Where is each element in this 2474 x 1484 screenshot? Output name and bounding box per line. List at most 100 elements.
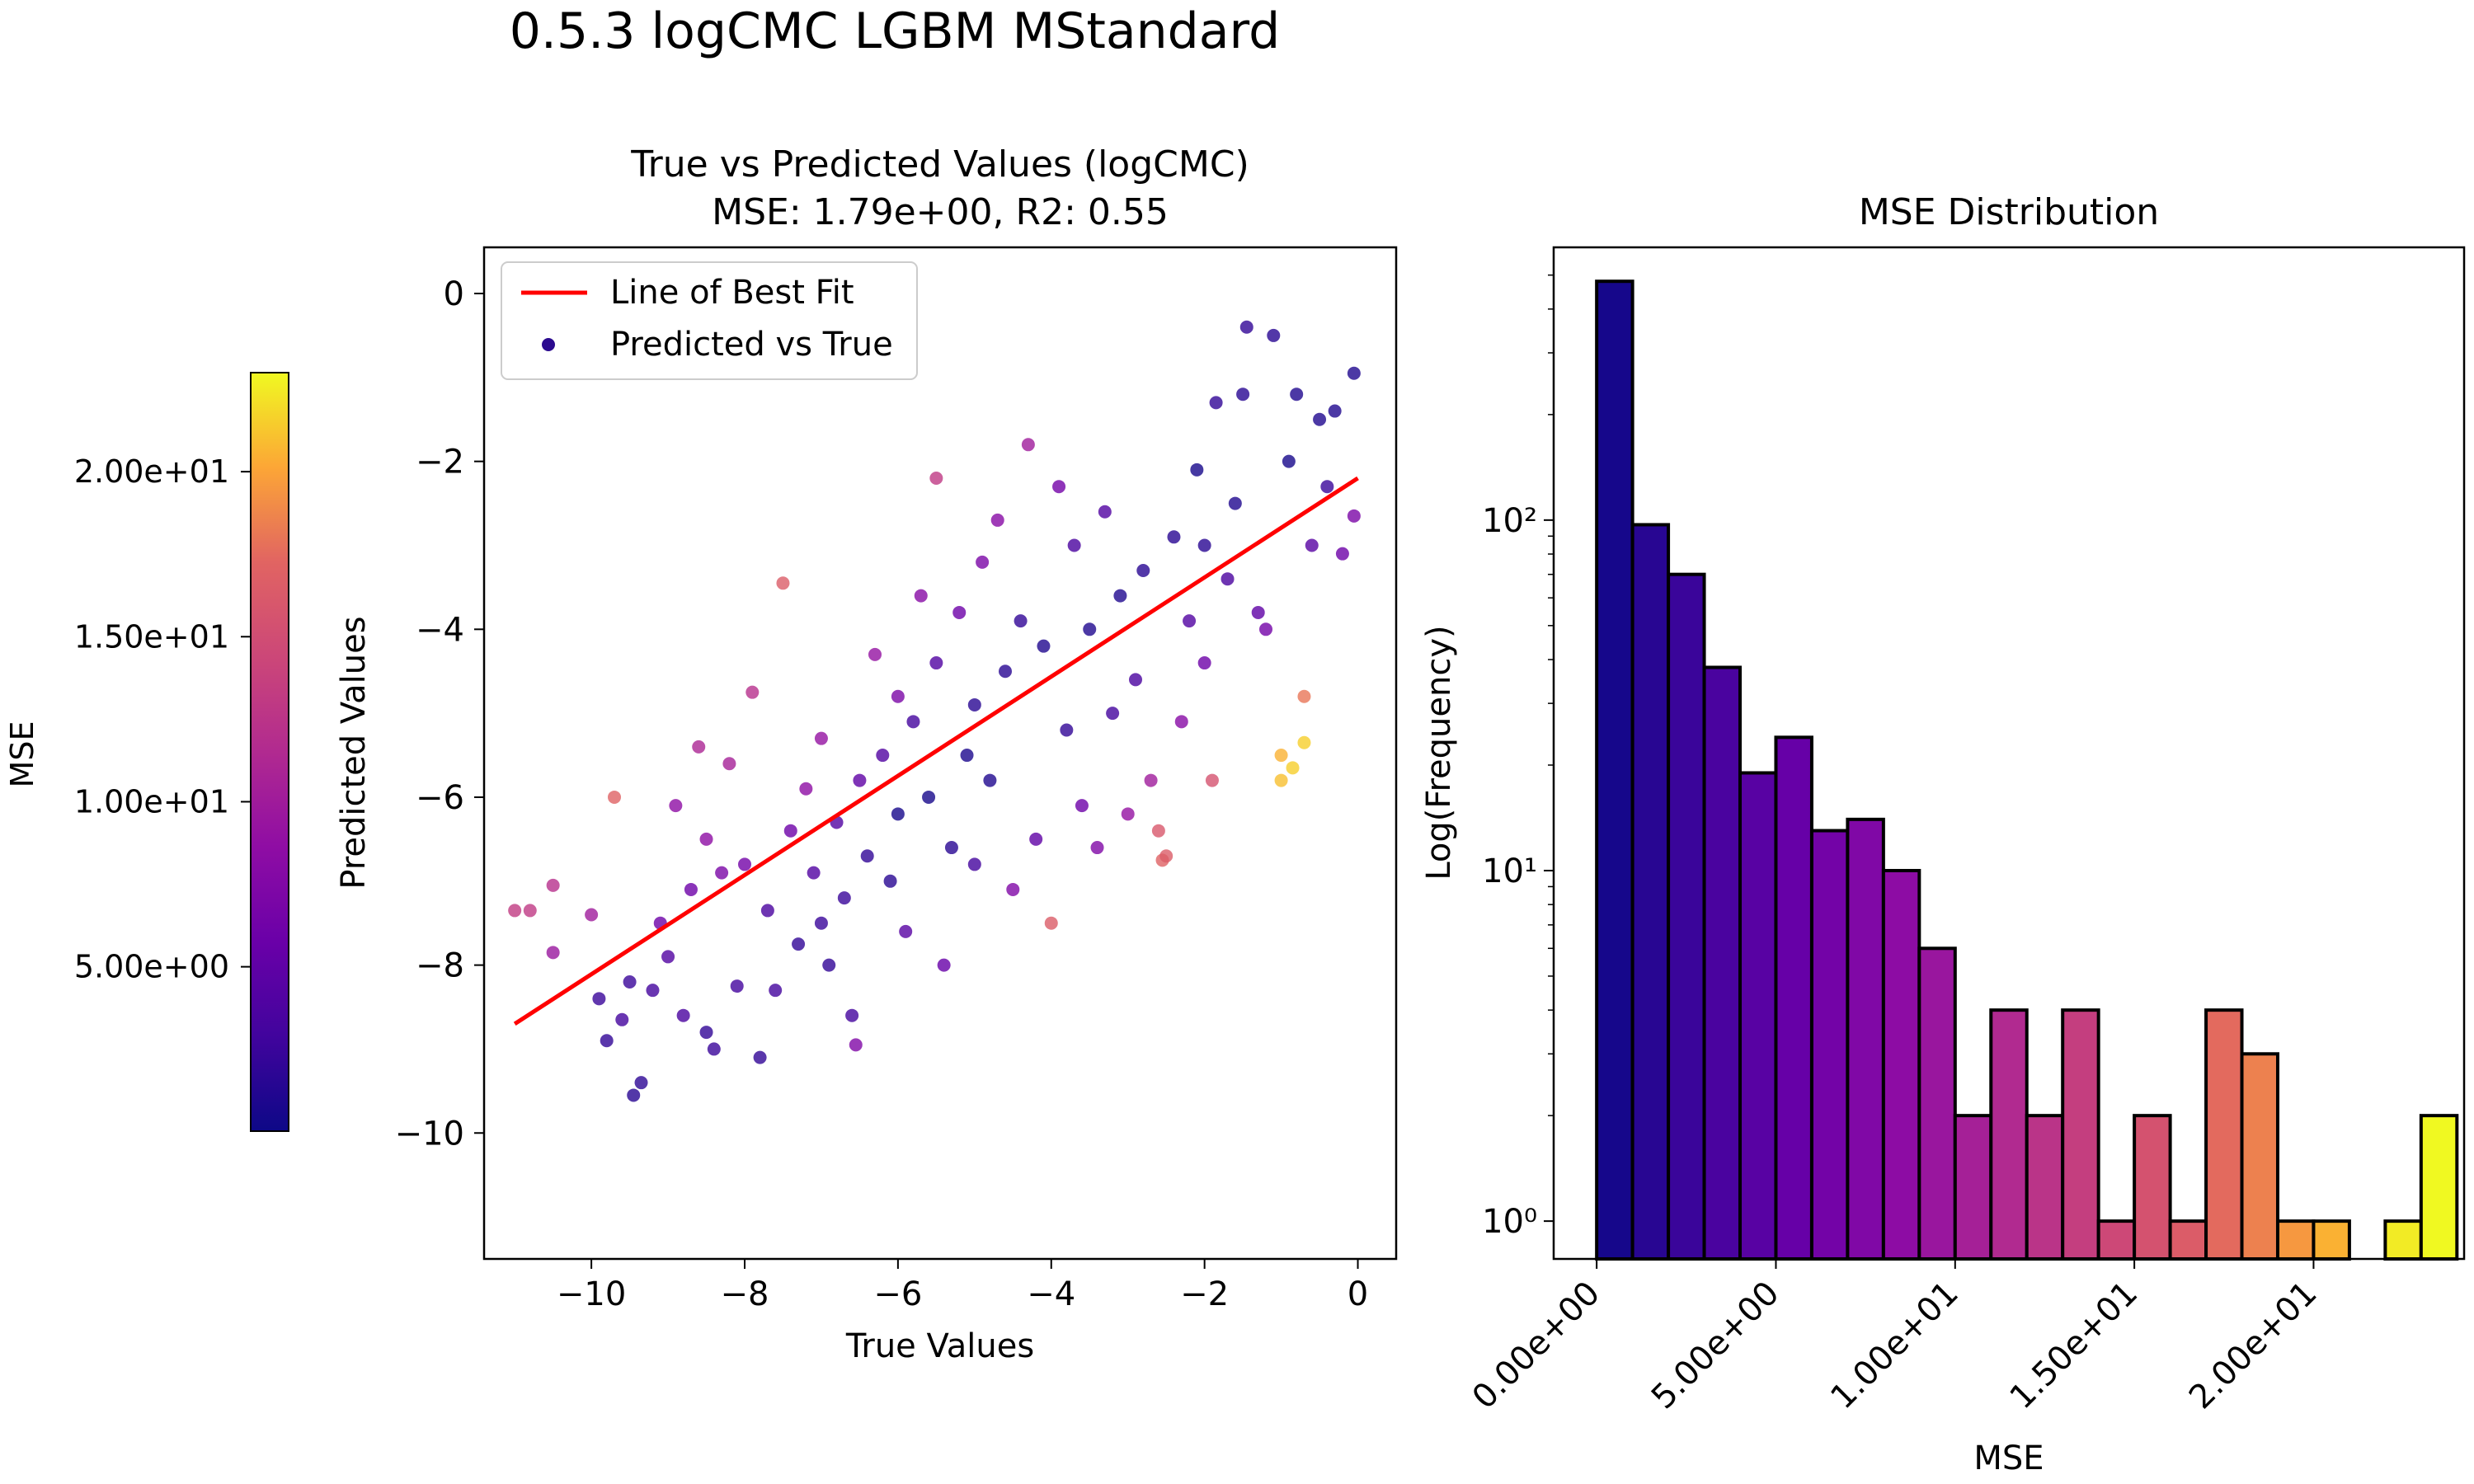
colorbar-label: MSE	[4, 721, 40, 788]
scatter-point	[1274, 773, 1288, 787]
legend-entry-fit: Line of Best Fit	[610, 274, 854, 312]
scatter-point	[1286, 761, 1300, 775]
scatter-point	[937, 958, 951, 972]
scatter-point	[546, 946, 560, 960]
scatter-point	[1136, 564, 1150, 578]
scatter-point	[1006, 882, 1020, 896]
histogram-bar	[2133, 1114, 2172, 1261]
scatter-point	[876, 749, 890, 763]
scatter-point	[891, 689, 905, 703]
scatter-point	[1183, 614, 1197, 628]
y-tick-label: −10	[395, 1115, 464, 1153]
histogram-bar	[2025, 1114, 2065, 1261]
scatter-point	[922, 790, 936, 804]
scatter-point	[546, 878, 560, 892]
scatter-point	[1274, 749, 1288, 763]
scatter-point	[684, 882, 698, 896]
scatter-point	[1060, 723, 1074, 737]
scatter-point	[1205, 773, 1219, 787]
colorbar-tick-label: 2.00e+01	[74, 453, 229, 490]
scatter-point	[1320, 480, 1334, 494]
scatter-point	[792, 937, 806, 951]
histogram-bars	[1595, 279, 2459, 1261]
histogram-bar	[2419, 1114, 2459, 1261]
scatter-point	[1014, 614, 1028, 628]
scatter-title-line1: True vs Predicted Values (logCMC)	[630, 143, 1249, 186]
scatter-point	[1190, 463, 1204, 477]
histogram-y-label: Log(Frequency)	[1420, 625, 1458, 880]
histogram-bar	[1667, 572, 1706, 1261]
colorbar-tick-label: 1.00e+01	[74, 783, 229, 819]
scatter-point	[776, 576, 790, 590]
scatter-point	[999, 665, 1012, 679]
scatter-point	[707, 1042, 721, 1056]
histogram-bar	[2383, 1219, 2423, 1261]
histogram-bar	[2240, 1052, 2279, 1261]
x-tick-label: 0	[1348, 1275, 1368, 1313]
scatter-point	[891, 807, 905, 821]
scatter-title-line2: MSE: 1.79e+00, R2: 0.55	[712, 191, 1169, 233]
scatter-point	[730, 979, 744, 993]
legend-point-swatch	[542, 338, 555, 351]
scatter-x-label: True Values	[845, 1327, 1034, 1365]
histogram-panel: MSE Distribution 0.00e+00 5.00e+00 1.00e+0…	[1420, 191, 2466, 1477]
scatter-point	[699, 1026, 713, 1040]
x-tick-label: 0.00e+00	[1465, 1275, 1608, 1417]
scatter-point	[1267, 328, 1281, 342]
scatter-point	[646, 984, 660, 998]
scatter-point	[715, 866, 729, 880]
scatter-point	[1090, 841, 1104, 855]
scatter-point	[1151, 824, 1165, 838]
colorbar-tick-label: 5.00e+00	[74, 949, 229, 985]
scatter-point	[1335, 547, 1349, 561]
scatter-point	[814, 731, 828, 745]
scatter-point	[1221, 572, 1235, 586]
scatter-point	[1239, 320, 1253, 334]
scatter-panel: True vs Predicted Values (logCMC) MSE: 1…	[335, 143, 1398, 1365]
y-tick-label: −8	[416, 947, 464, 985]
scatter-point	[1144, 773, 1158, 787]
scatter-y-label: Predicted Values	[335, 616, 373, 889]
scatter-point	[623, 974, 637, 989]
scatter-point	[849, 1038, 863, 1052]
histogram-bar	[2204, 1008, 2244, 1261]
scatter-x-ticks: −10 −8 −6 −4 −2 0	[557, 1259, 1368, 1313]
scatter-point	[1129, 673, 1142, 687]
histogram-bar	[1809, 829, 1850, 1261]
scatter-point	[661, 950, 675, 964]
colorbar-ticks: 5.00e+00 1.00e+01 1.50e+01 2.00e+01	[74, 453, 251, 985]
scatter-point	[883, 874, 897, 888]
scatter-points	[508, 320, 1361, 1102]
x-tick-label: −8	[721, 1275, 769, 1313]
scatter-point	[1044, 916, 1058, 930]
scatter-point	[699, 832, 713, 846]
colorbar-gradient	[250, 372, 289, 1132]
colorbar-tick-label: 1.50e+01	[74, 618, 229, 655]
y-tick-label: −4	[416, 611, 464, 649]
scatter-point	[929, 472, 943, 486]
scatter-point	[508, 904, 522, 918]
histogram-y-ticks: 10⁰ 10¹ 10²	[1482, 274, 1554, 1241]
scatter-point	[868, 647, 882, 661]
scatter-point	[1290, 387, 1304, 402]
histogram-bar	[1702, 665, 1743, 1261]
x-tick-label: −4	[1027, 1275, 1075, 1313]
scatter-point	[760, 904, 774, 918]
scatter-point	[1021, 438, 1035, 452]
scatter-point	[615, 1012, 629, 1026]
scatter-point	[1347, 366, 1361, 380]
scatter-point	[1251, 605, 1265, 619]
histogram-bar	[2168, 1219, 2208, 1261]
scatter-point	[692, 740, 706, 754]
scatter-point	[1228, 496, 1242, 510]
histogram-bar	[2061, 1008, 2100, 1261]
scatter-point	[1159, 849, 1174, 863]
histogram-bar	[1917, 946, 1957, 1261]
scatter-point	[1209, 396, 1223, 410]
scatter-point	[807, 866, 821, 880]
scatter-point	[738, 857, 751, 871]
scatter-point	[906, 715, 920, 729]
x-tick-label: −6	[873, 1275, 922, 1313]
scatter-point	[990, 513, 1004, 527]
